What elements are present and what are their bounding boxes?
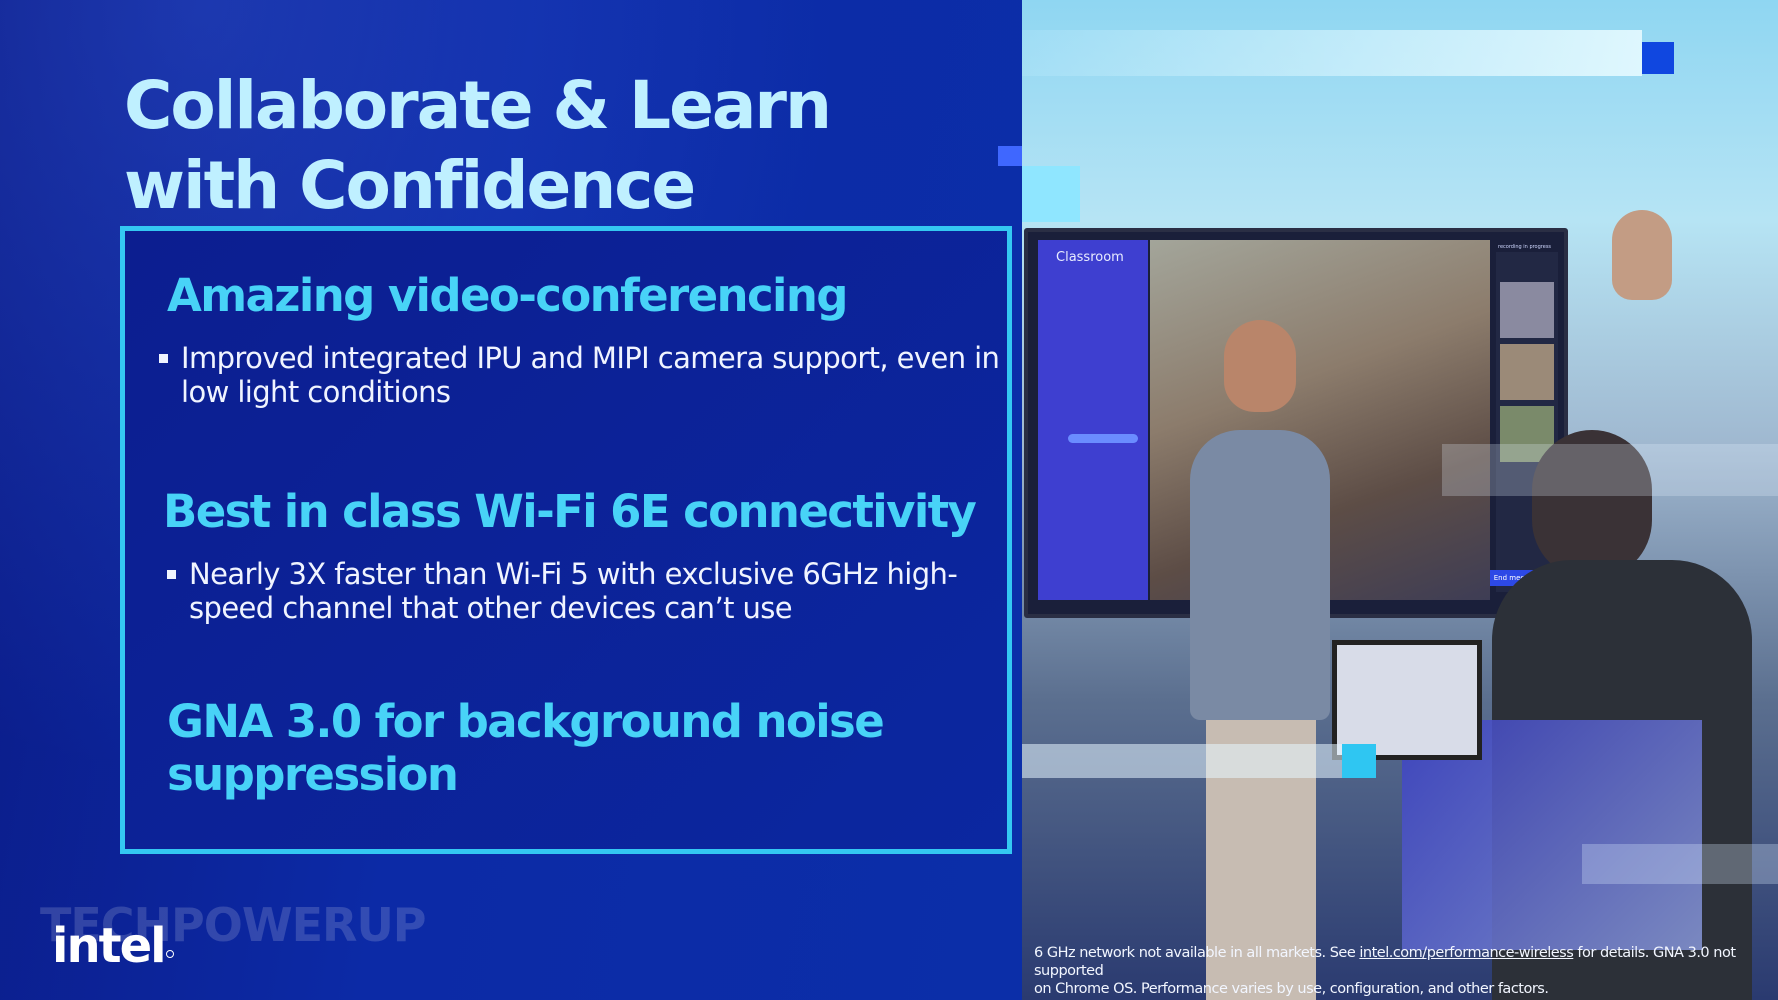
raised-hand [1612, 210, 1672, 300]
footnote-link[interactable]: intel.com/performance-wireless [1359, 945, 1574, 961]
page-title: Collaborate & Learn with Confidence [124, 66, 832, 226]
gna-title-line-1: GNA 3.0 for background noise [167, 695, 885, 748]
bullet-line-2: speed channel that other devices can’t u… [189, 591, 793, 625]
watermark: TECHPOWERUP [40, 898, 427, 952]
bullet-line-1: Nearly 3X faster than Wi-Fi 5 with exclu… [189, 557, 958, 591]
footnote: 6 GHz network not available in all marke… [1034, 944, 1774, 998]
feature-title-wifi: Best in class Wi-Fi 6E connectivity [163, 485, 977, 538]
title-line-1: Collaborate & Learn [124, 67, 832, 144]
classroom-photo: Classroom End meeting recording in progr… [1022, 0, 1778, 1000]
accent-square-small [998, 146, 1022, 166]
footnote-part-1: 6 GHz network not available in all marke… [1034, 945, 1360, 961]
feature-bullet-video: Improved integrated IPU and MIPI camera … [159, 341, 1000, 409]
feature-title-video: Amazing video-conferencing [167, 269, 849, 322]
title-line-2: with Confidence [124, 147, 696, 224]
intel-logo: intel [52, 918, 174, 974]
bullet-square-icon [159, 354, 168, 363]
accent-square-cyan [1022, 166, 1080, 222]
display-app-title: Classroom [1056, 250, 1124, 265]
classroom-display: Classroom End meeting recording in progr… [1024, 228, 1568, 618]
bullet-square-icon [167, 570, 176, 579]
feature-bullet-wifi: Nearly 3X faster than Wi-Fi 5 with exclu… [167, 557, 958, 625]
bullet-line-1: Improved integrated IPU and MIPI camera … [181, 341, 1000, 375]
display-sidebar: Classroom [1038, 240, 1148, 600]
bullet-line-2: low light conditions [181, 375, 451, 409]
recording-status: recording in progress [1498, 244, 1552, 250]
footnote-line-2: on Chrome OS. Performance varies by use,… [1034, 981, 1549, 997]
feature-title-gna: GNA 3.0 for background noise suppression [167, 695, 885, 801]
teacher-figure [1172, 314, 1342, 1000]
registered-icon [165, 950, 174, 958]
gna-title-line-2: suppression [167, 748, 459, 801]
features-panel: Amazing video-conferencing Improved inte… [120, 226, 1012, 854]
footnote-part-2: for details. GNA 3.0 not supported [1034, 945, 1736, 979]
